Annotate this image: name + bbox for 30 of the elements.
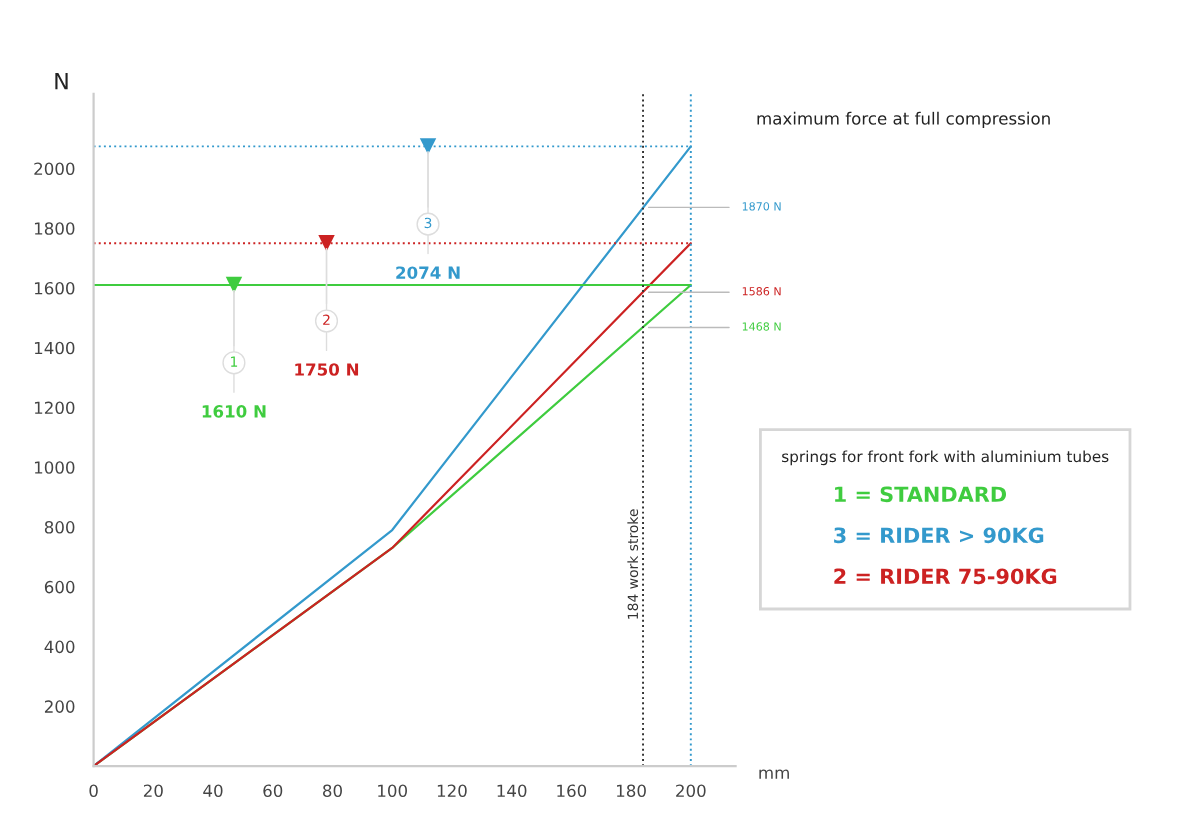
x-tick-label: 80 — [323, 784, 342, 798]
x-tick-label: 200 — [676, 784, 706, 798]
y-tick-label: 800 — [44, 521, 75, 534]
x-tick-label: 0 — [89, 784, 98, 798]
x-tick-label: 160 — [557, 784, 587, 798]
x-tick-label: 100 — [378, 784, 407, 798]
annotation: 1610 N — [202, 405, 266, 418]
y-axis-title: N — [55, 72, 68, 90]
x-tick-label: 20 — [143, 784, 163, 798]
x-tick-label: 60 — [263, 784, 283, 798]
y-tick-label: 1800 — [34, 222, 75, 235]
x-tick-label: 120 — [437, 784, 467, 798]
text: 3 = RIDER > 90KG — [834, 527, 1044, 544]
y-tick-label: 2000 — [34, 162, 75, 176]
text: 2 = RIDER 75-90KG — [834, 568, 1057, 585]
annotation: 2074 N — [396, 266, 460, 279]
y-tick-label: 400 — [44, 640, 75, 654]
y-tick-label: 600 — [44, 580, 75, 594]
text: 1 = STANDARD — [835, 486, 1007, 503]
y-tick-label: 1600 — [34, 281, 75, 295]
y-tick-label: 1000 — [34, 461, 75, 474]
y-tick-label: 200 — [44, 700, 75, 713]
y-tick-label: 1200 — [34, 401, 75, 415]
x-tick-label: 40 — [203, 784, 223, 798]
y-tick-label: 1400 — [34, 341, 75, 355]
annotation: 1750 N — [295, 363, 359, 376]
x-tick-label: 140 — [497, 784, 527, 798]
x-tick-label: 180 — [617, 784, 646, 798]
x-axis-title: mm — [759, 769, 789, 779]
text: maximum force at full compression — [757, 111, 1050, 128]
